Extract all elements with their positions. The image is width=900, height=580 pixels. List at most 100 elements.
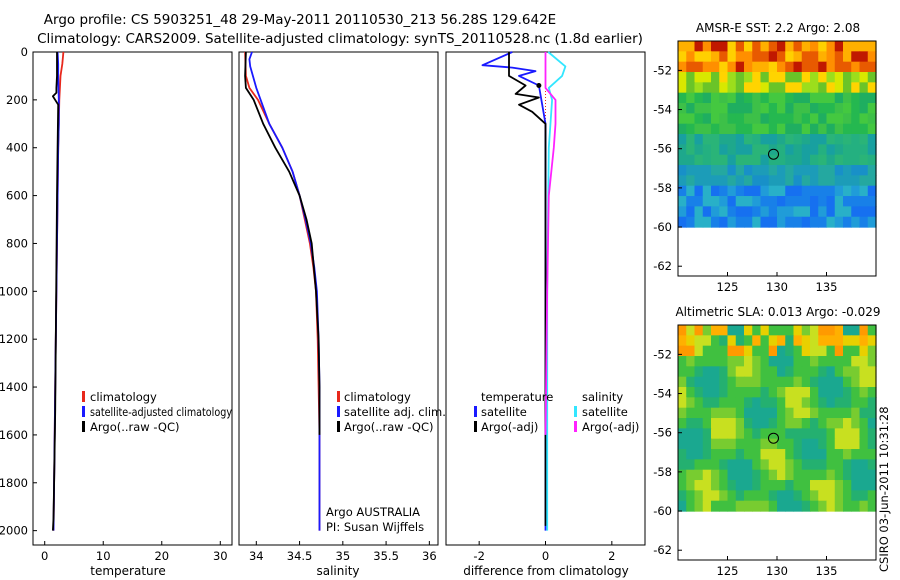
heatmap-cell — [702, 196, 712, 207]
heatmap-cell — [744, 41, 753, 52]
heatmap-cell — [686, 480, 696, 491]
heatmap-cell — [768, 113, 778, 125]
heatmap-cell — [678, 82, 687, 94]
heatmap-cell — [810, 356, 819, 367]
heatmap-cell — [694, 41, 704, 52]
y-tick-label: -62 — [653, 259, 672, 273]
heatmap-cell — [678, 500, 687, 512]
heatmap-cell — [727, 428, 737, 440]
heatmap-cell — [711, 418, 720, 429]
heatmap-cell — [801, 366, 811, 378]
heatmap-cell — [702, 165, 712, 176]
heatmap-cell — [859, 216, 869, 228]
heatmap-cell — [744, 165, 753, 176]
heatmap-cell — [678, 397, 687, 409]
heatmap-cell — [859, 500, 869, 512]
heatmap-cell — [727, 216, 737, 228]
heatmap-cell — [793, 490, 803, 502]
heatmap-cell — [851, 206, 861, 218]
heatmap-cell — [768, 216, 778, 228]
heatmap-cell — [867, 500, 877, 512]
heatmap-cell — [686, 123, 696, 135]
heatmap-cell — [702, 82, 712, 94]
heatmap-cell — [826, 206, 836, 218]
heatmap-cell — [694, 216, 704, 228]
heatmap-cell — [867, 72, 877, 83]
heatmap-cell — [735, 356, 745, 367]
y-tick-label: 1000 — [0, 284, 28, 298]
heatmap-cell — [735, 428, 745, 440]
heatmap-cell — [678, 407, 687, 419]
heatmap-cell — [793, 165, 803, 176]
heatmap-cell — [867, 449, 877, 460]
heatmap-cell — [678, 335, 687, 347]
heatmap-cell — [760, 72, 770, 83]
heatmap-cell — [686, 366, 696, 378]
heatmap-cell — [702, 356, 712, 367]
heatmap-cell — [834, 438, 844, 450]
heatmap-cell — [793, 92, 803, 104]
heatmap-cell — [735, 345, 745, 357]
heatmap-cell — [711, 103, 720, 114]
heatmap-cell — [686, 438, 696, 450]
heatmap-cell — [818, 154, 828, 166]
heatmap-cell — [867, 41, 877, 52]
heatmap-cell — [843, 134, 852, 145]
heatmap-cell — [744, 500, 753, 512]
heatmap-cell — [793, 438, 803, 450]
heatmap-cell — [859, 366, 869, 378]
heatmap-cell — [851, 490, 861, 502]
heatmap-cell — [752, 397, 762, 409]
heatmap-cell — [744, 82, 753, 94]
heatmap-cell — [719, 103, 729, 114]
heatmap-cell — [834, 196, 844, 207]
heatmap-cell — [702, 123, 712, 135]
heatmap-cell — [867, 113, 877, 125]
heatmap-cell — [826, 438, 836, 450]
heatmap-cell — [777, 103, 786, 114]
heatmap-cell — [851, 72, 861, 83]
heatmap-cell — [694, 376, 704, 388]
legend-label-argo: Argo(..raw -QC) — [90, 420, 180, 434]
heatmap-cell — [826, 397, 836, 409]
heatmap-cell — [735, 41, 745, 52]
heatmap-cell — [793, 51, 803, 63]
heatmap-cell — [768, 490, 778, 502]
heatmap-cell — [801, 459, 811, 471]
heatmap-cell — [702, 41, 712, 52]
heatmap-cell — [826, 82, 836, 94]
heatmap-cell — [744, 216, 753, 228]
heatmap-cell — [859, 51, 869, 63]
heatmap-cell — [678, 376, 687, 388]
heatmap-cell — [678, 113, 687, 125]
heatmap-cell — [711, 397, 720, 409]
heatmap-cell — [711, 449, 720, 460]
y-tick-label: 0 — [21, 45, 28, 59]
heatmap-cell — [777, 356, 786, 367]
heatmap-cell — [760, 335, 770, 347]
heatmap-cell — [760, 103, 770, 114]
heatmap-cell — [678, 387, 687, 398]
heatmap-cell — [744, 185, 753, 197]
heatmap-cell — [678, 438, 687, 450]
heatmap-cell — [793, 428, 803, 440]
heatmap-cell — [719, 113, 729, 125]
heatmap-cell — [867, 356, 877, 367]
heatmap-cell — [859, 428, 869, 440]
heatmap-cell — [694, 490, 704, 502]
heatmap-cell — [793, 154, 803, 166]
heatmap-cell — [785, 154, 795, 166]
heatmap-cell — [760, 366, 770, 378]
heatmap-cell — [702, 387, 712, 398]
heatmap-cell — [777, 469, 786, 481]
heatmap-cell — [834, 469, 844, 481]
heatmap-cell — [752, 185, 762, 197]
heatmap-cell — [777, 335, 786, 347]
series-line-temperature-argo-adj- — [508, 52, 547, 526]
heatmap-cell — [818, 459, 828, 471]
heatmap-cell — [678, 165, 687, 176]
heatmap-cell — [727, 397, 737, 409]
heatmap-cell — [785, 376, 795, 388]
heatmap-cell — [859, 438, 869, 450]
heatmap-cell — [785, 345, 795, 357]
